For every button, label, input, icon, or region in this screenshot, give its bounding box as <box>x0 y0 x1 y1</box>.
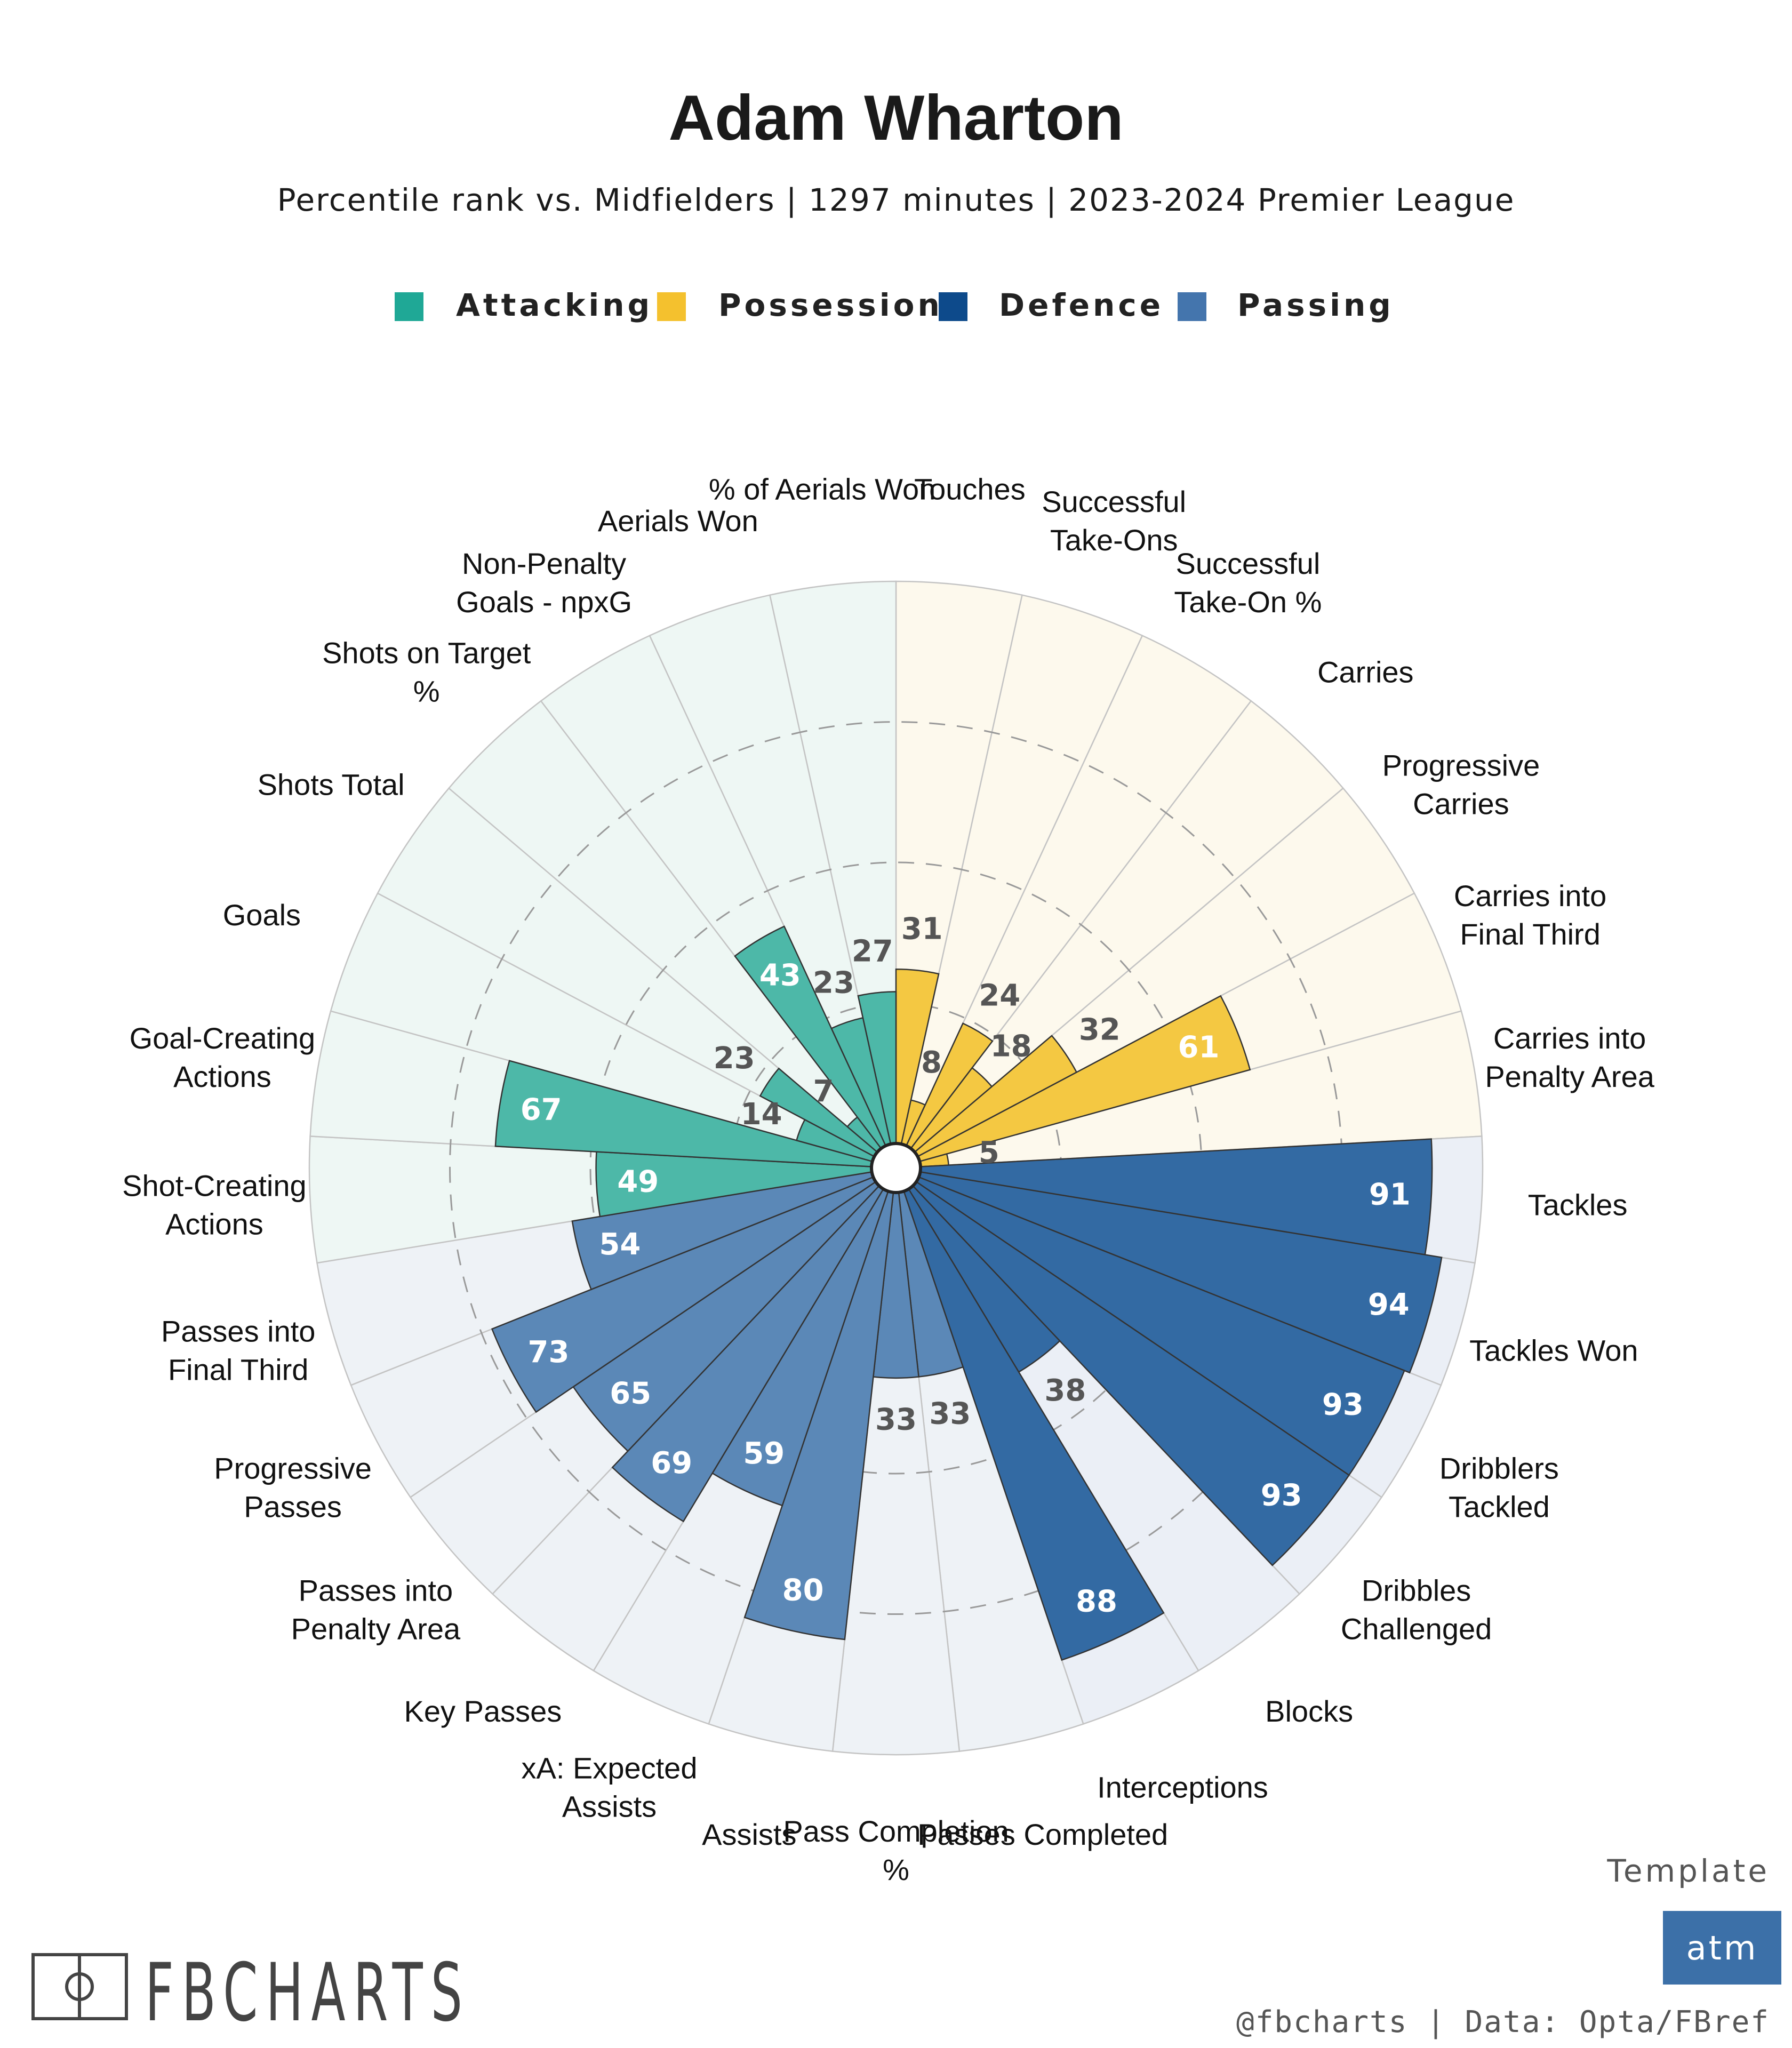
category-label-pass-completion: Pass Completion% <box>783 1814 1009 1886</box>
template-label: Template <box>1606 1853 1770 1889</box>
legend-swatch-attacking <box>395 292 423 321</box>
template-badge <box>1663 1911 1781 1985</box>
legend-label-possession: Possession <box>718 287 943 323</box>
value-label-of-aerials-won: 27 <box>852 934 893 969</box>
value-label-assists: 80 <box>782 1573 824 1608</box>
value-label-successful-take-on: 24 <box>979 979 1020 1013</box>
value-label-passes-completed: 33 <box>929 1396 971 1431</box>
value-label-pass-completion: 33 <box>875 1402 917 1437</box>
category-label-progressive-carries: Progressive Carries <box>1382 749 1540 821</box>
legend-swatch-defence <box>939 292 967 321</box>
category-label-passes-into-penalty-area: Passes into Penalty Area <box>291 1574 461 1646</box>
legend: Attacking Possession Defence Passing <box>395 287 1394 323</box>
category-label-carries-into-penalty-area: Carries into Penalty Area <box>1485 1021 1654 1093</box>
category-label-shots-on-target: Shots on Target% <box>322 636 531 708</box>
value-label-carries-into-penalty-area: 5 <box>979 1135 999 1170</box>
value-label-passes-into-final-third: 54 <box>599 1227 641 1262</box>
category-label-passes-completed: Passes Completed <box>917 1818 1168 1851</box>
legend-label-passing: Passing <box>1237 287 1394 323</box>
category-label-assists: Assists <box>702 1818 796 1851</box>
value-label-carries-into-final-third: 61 <box>1178 1030 1220 1065</box>
fbcharts-logo: FBCHARTS <box>31 1947 470 2039</box>
value-label-shots-total: 23 <box>714 1041 755 1076</box>
category-label-tackles: Tackles <box>1528 1188 1628 1221</box>
category-label-xa-expected-assists: xA: Expected Assists <box>522 1751 698 1823</box>
template-badge-text: atm <box>1686 1929 1758 1967</box>
legend-label-defence: Defence <box>999 287 1164 323</box>
category-label-passes-into-final-third: Passes into Final Third <box>161 1314 316 1386</box>
bars <box>491 925 1443 1661</box>
value-label-tackles: 91 <box>1369 1178 1411 1212</box>
value-label-goal-creating-actions: 67 <box>521 1092 562 1127</box>
category-label-dribblers-tackled: Dribblers Tackled <box>1439 1452 1559 1524</box>
pitch-icon <box>31 1953 128 2020</box>
category-label-touches: Touches <box>914 473 1026 506</box>
category-label-shot-creating-actions: Shot-Creating Actions <box>122 1169 307 1241</box>
category-label-aerials-won: Aerials Won <box>598 504 758 538</box>
category-label-goals: Goals <box>223 898 301 932</box>
value-label-tackles-won: 94 <box>1368 1287 1410 1322</box>
category-label-of-aerials-won: % of Aerials Won <box>709 473 935 506</box>
value-label-carries: 18 <box>990 1029 1032 1064</box>
brand-name: FBCHARTS <box>145 1947 470 2039</box>
category-label-interceptions: Interceptions <box>1097 1771 1268 1804</box>
category-label-successful-take-on: Successful Take-On % <box>1174 547 1322 619</box>
value-label-non-penalty-goals-npxg: 43 <box>759 958 801 993</box>
category-label-successful-take-ons: Successful Take-Ons <box>1042 485 1186 557</box>
value-label-aerials-won: 23 <box>813 965 854 1000</box>
legend-label-attacking: Attacking <box>456 287 653 323</box>
data-credit: @fbcharts | Data: Opta/FBref <box>1236 2005 1770 2039</box>
value-label-blocks: 38 <box>1044 1373 1086 1408</box>
value-label-xa-expected-assists: 59 <box>743 1436 785 1471</box>
category-label-shots-total: Shots Total <box>258 768 405 802</box>
category-label-non-penalty-goals-npxg: Non-Penalty Goals - npxG <box>456 547 632 619</box>
value-label-passes-into-penalty-area: 65 <box>610 1376 651 1411</box>
category-label-goal-creating-actions: Goal-Creating Actions <box>130 1021 316 1093</box>
category-label-key-passes: Key Passes <box>404 1694 562 1728</box>
value-label-dribblers-tackled: 93 <box>1322 1388 1364 1422</box>
chart-title: Adam Wharton <box>668 82 1123 154</box>
category-label-progressive-passes: Progressive Passes <box>214 1452 372 1524</box>
value-label-shot-creating-actions: 49 <box>617 1165 659 1199</box>
category-label-carries-into-final-third: Carries into Final Third <box>1454 879 1606 951</box>
chart-subtitle: Percentile rank vs. Midfielders | 1297 m… <box>277 182 1515 218</box>
category-label-blocks: Blocks <box>1265 1694 1353 1728</box>
value-label-interceptions: 88 <box>1076 1584 1117 1619</box>
category-label-dribbles-challenged: Dribbles Challenged <box>1341 1574 1492 1646</box>
legend-swatch-possession <box>657 292 686 321</box>
value-label-progressive-passes: 73 <box>528 1335 570 1370</box>
value-label-shots-on-target: 7 <box>813 1074 834 1109</box>
value-label-dribbles-challenged: 93 <box>1261 1478 1302 1513</box>
value-label-progressive-carries: 32 <box>1079 1013 1121 1047</box>
legend-swatch-passing <box>1178 292 1206 321</box>
value-label-successful-take-ons: 8 <box>921 1045 942 1080</box>
value-label-touches: 31 <box>901 911 943 946</box>
center-hole <box>870 1142 922 1194</box>
value-label-goals: 14 <box>741 1097 782 1132</box>
category-label-tackles-won: Tackles Won <box>1469 1333 1638 1367</box>
value-label-key-passes: 69 <box>651 1446 692 1481</box>
category-label-carries: Carries <box>1317 655 1413 689</box>
